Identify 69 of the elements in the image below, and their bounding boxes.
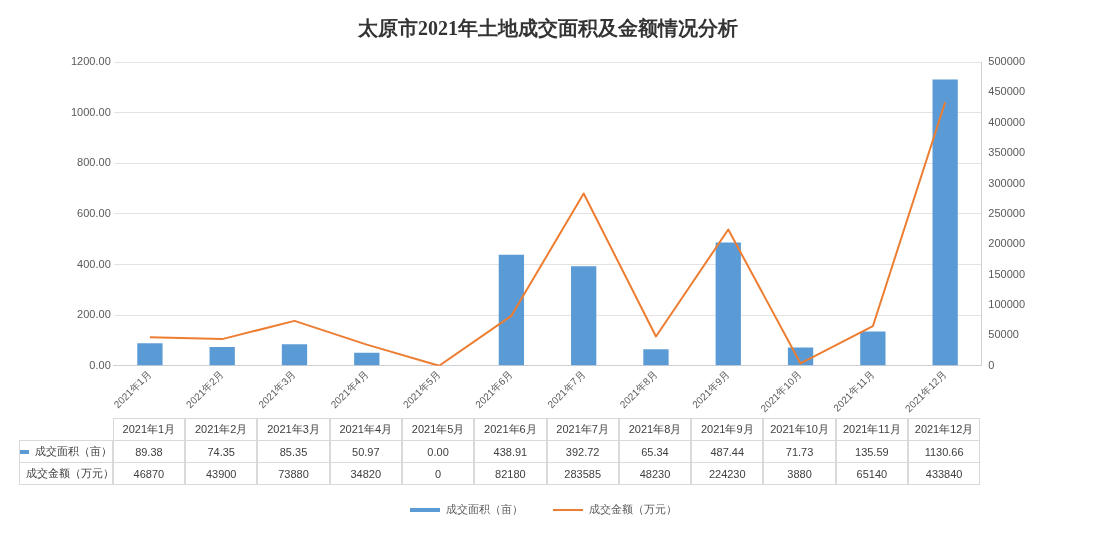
legend-label: 成交面积（亩） — [34, 444, 112, 459]
data-label: 43900 — [185, 462, 258, 485]
category-label: 2021年9月 — [700, 423, 754, 435]
data-label: 224230 — [691, 462, 764, 485]
bar — [571, 266, 597, 366]
bar — [860, 331, 886, 366]
y-tick-label: 600.00 — [77, 206, 111, 219]
data-label: 135.59 — [835, 440, 908, 463]
bar — [643, 349, 669, 366]
legend-label: 成交金额（万元） — [588, 502, 677, 517]
y-tick-label: 1200.00 — [71, 55, 111, 68]
category-label: 2021年5月 — [411, 423, 465, 435]
data-label: 48230 — [618, 462, 692, 485]
y2-tick-label: 50000 — [988, 328, 1019, 341]
category-label: 2021年2月 — [194, 423, 248, 435]
category-label: 2021年4月 — [339, 423, 393, 435]
data-label: 0 — [401, 462, 475, 485]
bar — [715, 242, 741, 366]
bar — [354, 352, 380, 366]
y2-tick-label: 300000 — [988, 176, 1026, 189]
y2-tick-label: 450000 — [988, 85, 1026, 98]
text: 成交金额（万元） — [26, 467, 114, 479]
y2-tick-label: 350000 — [988, 146, 1026, 159]
category-label: 2021年1月 — [122, 423, 176, 435]
data-label: 3880 — [763, 462, 836, 485]
category-label: 2021年8月 — [628, 423, 682, 435]
data-label: 392.72 — [546, 440, 619, 463]
data-label: 433840 — [907, 462, 981, 485]
text: 成交面积（亩） — [445, 503, 523, 515]
y2-tick-label: 400000 — [988, 115, 1026, 128]
y2-tick-label: 100000 — [988, 298, 1026, 311]
data-label: 34820 — [329, 462, 402, 485]
y-tick-label: 1000.00 — [71, 105, 111, 118]
y-tick-label: 200.00 — [77, 308, 111, 321]
y2-tick-label: 250000 — [988, 206, 1026, 219]
bar — [932, 79, 958, 366]
data-label: 0.00 — [401, 440, 475, 463]
data-label: 438.91 — [474, 440, 547, 463]
data-label: 71.73 — [763, 440, 836, 463]
y2-tick-label: 500000 — [988, 55, 1026, 68]
category-label: 2021年10月 — [770, 423, 829, 435]
y2-tick-label: 200000 — [988, 237, 1026, 250]
chart-title: 太原市2021年土地成交面积及金额情况分析 — [357, 17, 738, 40]
y-tick-label: 400.00 — [77, 257, 111, 270]
category-label: 2021年7月 — [556, 423, 609, 435]
data-label: 85.35 — [257, 440, 330, 463]
bar — [498, 254, 525, 366]
data-label: 487.44 — [691, 440, 764, 463]
data-label: 65.34 — [618, 440, 692, 463]
bar — [209, 346, 235, 366]
y-tick-label: 800.00 — [77, 156, 111, 169]
category-label: 2021年3月 — [267, 423, 320, 435]
data-label: 74.35 — [185, 440, 258, 463]
data-label: 89.38 — [112, 440, 186, 463]
bar — [281, 344, 308, 366]
data-label: 46870 — [112, 462, 186, 485]
category-label: 2021年11月 — [842, 423, 901, 435]
bar — [137, 343, 163, 366]
category-label: 2021年12月 — [914, 423, 974, 435]
data-label: 1130.66 — [907, 440, 981, 463]
data-label: 82180 — [474, 462, 547, 485]
category-label: 2021年6月 — [484, 423, 537, 435]
data-label: 65140 — [835, 462, 908, 485]
data-label: 73880 — [257, 462, 330, 485]
data-label: 50.97 — [329, 440, 402, 463]
y2-tick-label: 150000 — [988, 267, 1026, 280]
y2-tick-label: 0 — [988, 358, 995, 371]
data-label: 283585 — [546, 462, 619, 485]
y-tick-label: 0.00 — [89, 358, 111, 371]
